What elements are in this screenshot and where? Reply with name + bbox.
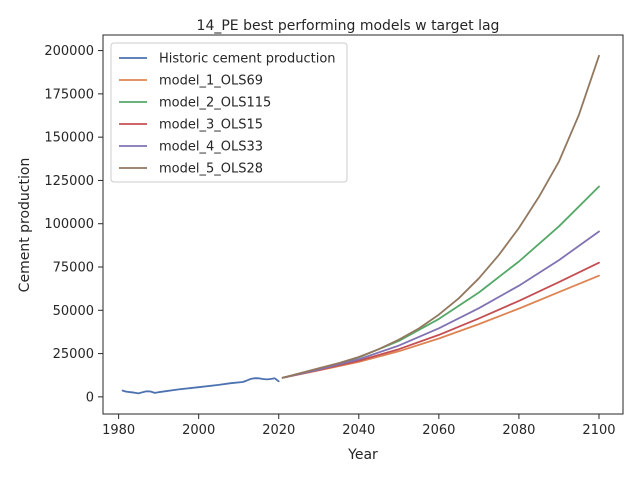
legend-label-2: model_1_OLS69 bbox=[159, 74, 263, 89]
y-tick-label: 0 bbox=[86, 390, 94, 405]
y-tick-label: 200000 bbox=[44, 44, 94, 59]
x-tick-label: 1980 bbox=[102, 423, 135, 438]
x-axis: 1980 2000 2020 2040 2060 2080 2100 bbox=[102, 414, 616, 438]
x-tick-label: 2080 bbox=[502, 423, 535, 438]
legend-label-5: model_4_OLS33 bbox=[159, 140, 263, 155]
x-tick-label: 2100 bbox=[582, 423, 615, 438]
y-tick-label: 75000 bbox=[53, 261, 94, 276]
series-line-6 bbox=[281, 54, 600, 379]
series-line-5 bbox=[281, 230, 600, 379]
x-tick-label: 2000 bbox=[182, 423, 215, 438]
x-tick-label: 2020 bbox=[262, 423, 295, 438]
plot-area-frame bbox=[102, 34, 624, 415]
legend-label-3: model_2_OLS115 bbox=[159, 96, 271, 111]
y-axis-label: Cement production bbox=[17, 158, 33, 293]
series-layer bbox=[121, 54, 600, 395]
legend-label-1: Historic cement production bbox=[159, 52, 336, 67]
series-line-4 bbox=[281, 261, 600, 379]
y-tick-label: 150000 bbox=[44, 131, 94, 146]
x-tick-label: 2040 bbox=[342, 423, 375, 438]
legend-box bbox=[110, 42, 348, 183]
y-tick-label: 100000 bbox=[44, 217, 94, 232]
x-tick-label: 2060 bbox=[422, 423, 455, 438]
y-tick-label: 25000 bbox=[53, 347, 94, 362]
y-axis: 0 25000 50000 75000 100000 125000 150000 175000… bbox=[44, 44, 103, 405]
y-tick-label: 175000 bbox=[44, 87, 94, 102]
y-tick-label: 125000 bbox=[44, 174, 94, 189]
legend-label-4: model_3_OLS15 bbox=[159, 118, 263, 133]
x-axis-label: Year bbox=[347, 447, 378, 463]
y-tick-label: 50000 bbox=[53, 304, 94, 319]
chart-title: 14_PE best performing models w target la… bbox=[197, 18, 500, 34]
series-line-1 bbox=[121, 377, 280, 395]
legend: Historic cement production model_1_OLS69m… bbox=[110, 42, 348, 183]
series-line-3 bbox=[281, 185, 600, 379]
legend-label-6: model_5_OLS28 bbox=[159, 162, 263, 177]
